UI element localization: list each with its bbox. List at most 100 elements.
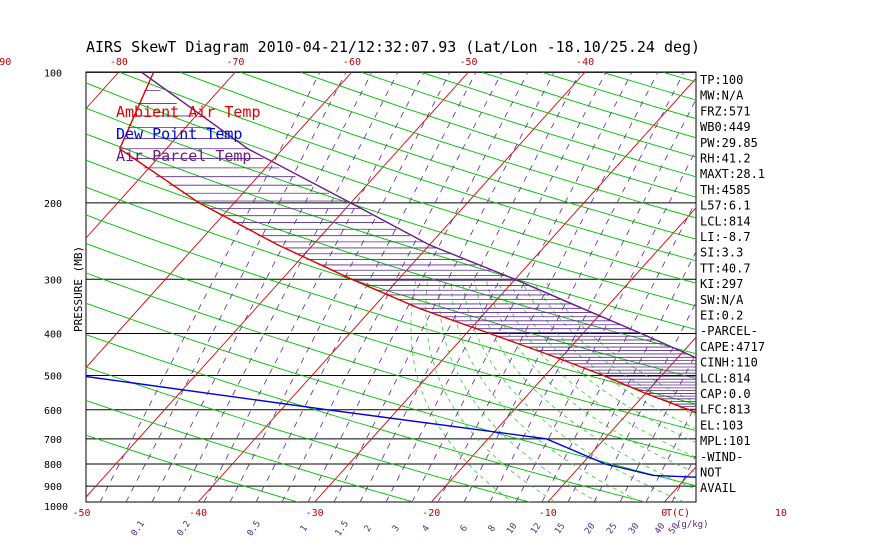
mixing-ratio-line xyxy=(151,72,373,502)
index-label: PW:29.85 xyxy=(700,136,758,150)
mixing-ratio-label: 12 xyxy=(529,522,543,537)
index-label: FRZ:571 xyxy=(700,104,751,118)
index-label: EI:0.2 xyxy=(700,309,743,323)
mixing-ratio-label: 10 xyxy=(505,522,519,537)
background-grid xyxy=(0,72,870,517)
dry-adiabat-line xyxy=(86,399,415,502)
dry-adiabat-line xyxy=(86,243,696,432)
pressure-tick-label: 600 xyxy=(44,406,62,417)
mixing-ratio-line xyxy=(229,72,451,502)
index-label: TT:40.7 xyxy=(700,261,751,275)
bottom-temp-tick-label: -10 xyxy=(539,508,557,519)
series-line-dew-point-temp xyxy=(86,375,696,478)
index-label: -WIND- xyxy=(700,450,743,464)
top-temp-tick-label: -70 xyxy=(226,57,244,68)
moist-adiabat-line xyxy=(425,279,557,502)
mixing-ratio-line xyxy=(489,98,696,502)
mixing-ratio-label: 20 xyxy=(583,522,597,537)
bottom-temp-tick-label: -30 xyxy=(306,508,324,519)
mixing-ratio-line xyxy=(255,72,477,502)
pressure-tick-label: 1000 xyxy=(44,502,68,513)
index-label: CAP:0.0 xyxy=(700,387,751,401)
index-label: -PARCEL- xyxy=(700,324,758,338)
dry-adiabat-line xyxy=(86,186,696,380)
mixing-ratio-line xyxy=(515,149,696,502)
pressure-tick-label: 100 xyxy=(44,68,62,79)
index-label: WB0:449 xyxy=(700,120,751,134)
mixing-ratio-line xyxy=(99,72,321,502)
index-label: MPL:101 xyxy=(700,434,751,448)
pressure-tick-label: 400 xyxy=(44,329,62,340)
isotherm-line xyxy=(547,336,696,502)
isotherm-line xyxy=(0,72,2,502)
pressure-tick-label: 500 xyxy=(44,371,62,382)
isotherm-line xyxy=(86,72,353,369)
isotherm-line xyxy=(781,72,870,502)
isotherm-line xyxy=(314,77,696,502)
profile-lines xyxy=(86,72,696,478)
top-temp-tick-label: -50 xyxy=(459,57,477,68)
mixing-unit-label: (g/kg) xyxy=(676,520,709,530)
index-label: CINH:110 xyxy=(700,356,758,370)
mixing-ratio-label: 6 xyxy=(459,524,470,534)
mixing-ratio-label: 3 xyxy=(391,524,402,534)
bottom-temp-tick-label: 0 xyxy=(661,508,667,519)
index-label: KI:297 xyxy=(700,277,743,291)
mixing-ratio-line xyxy=(307,72,529,502)
mixing-ratio-label: 1.5 xyxy=(334,519,352,538)
series-line-ambient-air-temp xyxy=(118,72,696,414)
index-label: EL:103 xyxy=(700,418,743,432)
bottom-temp-tick-label: -20 xyxy=(422,508,440,519)
mixing-ratio-label: 2 xyxy=(363,524,374,534)
mixing-ratio-label: 30 xyxy=(627,522,641,537)
mixing-ratio-line xyxy=(333,72,555,502)
top-temp-tick-label: -90 xyxy=(0,57,11,68)
moist-adiabat-line xyxy=(438,279,599,502)
dry-adiabat-line xyxy=(86,366,531,502)
index-label: LCL:814 xyxy=(700,214,751,228)
dry-adiabat-line xyxy=(86,133,696,331)
mixing-ratio-line xyxy=(567,250,696,502)
dry-adiabat-line xyxy=(784,72,870,517)
dry-adiabat-line xyxy=(86,302,696,487)
mixing-ratio-label: 40 xyxy=(653,522,667,537)
mixing-ratio-label: 0.2 xyxy=(176,519,194,538)
index-label: MW:N/A xyxy=(700,89,744,103)
index-label: AVAIL xyxy=(700,481,736,495)
legend-entry: Ambient Air Temp xyxy=(116,103,261,121)
dry-adiabat-line xyxy=(86,272,696,459)
dry-adiabat-line xyxy=(86,159,696,355)
mixing-ratio-label: 25 xyxy=(605,522,619,537)
index-label: TP:100 xyxy=(700,73,743,87)
isotherm-line xyxy=(430,207,696,502)
mixing-ratio-label: 4 xyxy=(421,524,432,534)
cape-hatching xyxy=(119,89,696,413)
dry-adiabat-line xyxy=(86,107,696,307)
mixing-ratio-line xyxy=(463,72,685,502)
legend-entry: Dew Point Temp xyxy=(116,125,242,143)
isotherm-line xyxy=(86,72,236,239)
mixing-ratio-line xyxy=(203,72,425,502)
dry-adiabat-line xyxy=(86,82,696,284)
moist-adiabat-line xyxy=(450,279,643,502)
moist-adiabat-line xyxy=(520,279,696,430)
x-axis-unit-label: T(C) xyxy=(666,508,690,519)
index-label: LI:-8.7 xyxy=(700,230,751,244)
chart-title: AIRS SkewT Diagram 2010-04-21/12:32:07.9… xyxy=(86,38,700,56)
mixing-ratio-label: 15 xyxy=(553,522,567,537)
legend: Ambient Air Temp Dew Point Temp Air Parcel… xyxy=(116,103,261,165)
pressure-tick-label: 800 xyxy=(44,460,62,471)
legend-entry: Air Parcel Temp xyxy=(116,147,251,165)
isotherm-line xyxy=(86,72,469,498)
index-label: SI:3.3 xyxy=(700,246,743,260)
y-axis-title: PRESSURE (MB) xyxy=(72,246,85,332)
moist-adiabat-line xyxy=(410,279,514,502)
top-temp-tick-label: -80 xyxy=(110,57,128,68)
mixing-ratio-line xyxy=(177,72,399,502)
mixing-ratio-line xyxy=(411,72,633,502)
index-label: LCL:814 xyxy=(700,371,751,385)
bottom-temp-tick-label: -40 xyxy=(189,508,207,519)
mixing-ratio-line xyxy=(125,72,347,502)
mixing-ratio-line xyxy=(281,72,503,502)
